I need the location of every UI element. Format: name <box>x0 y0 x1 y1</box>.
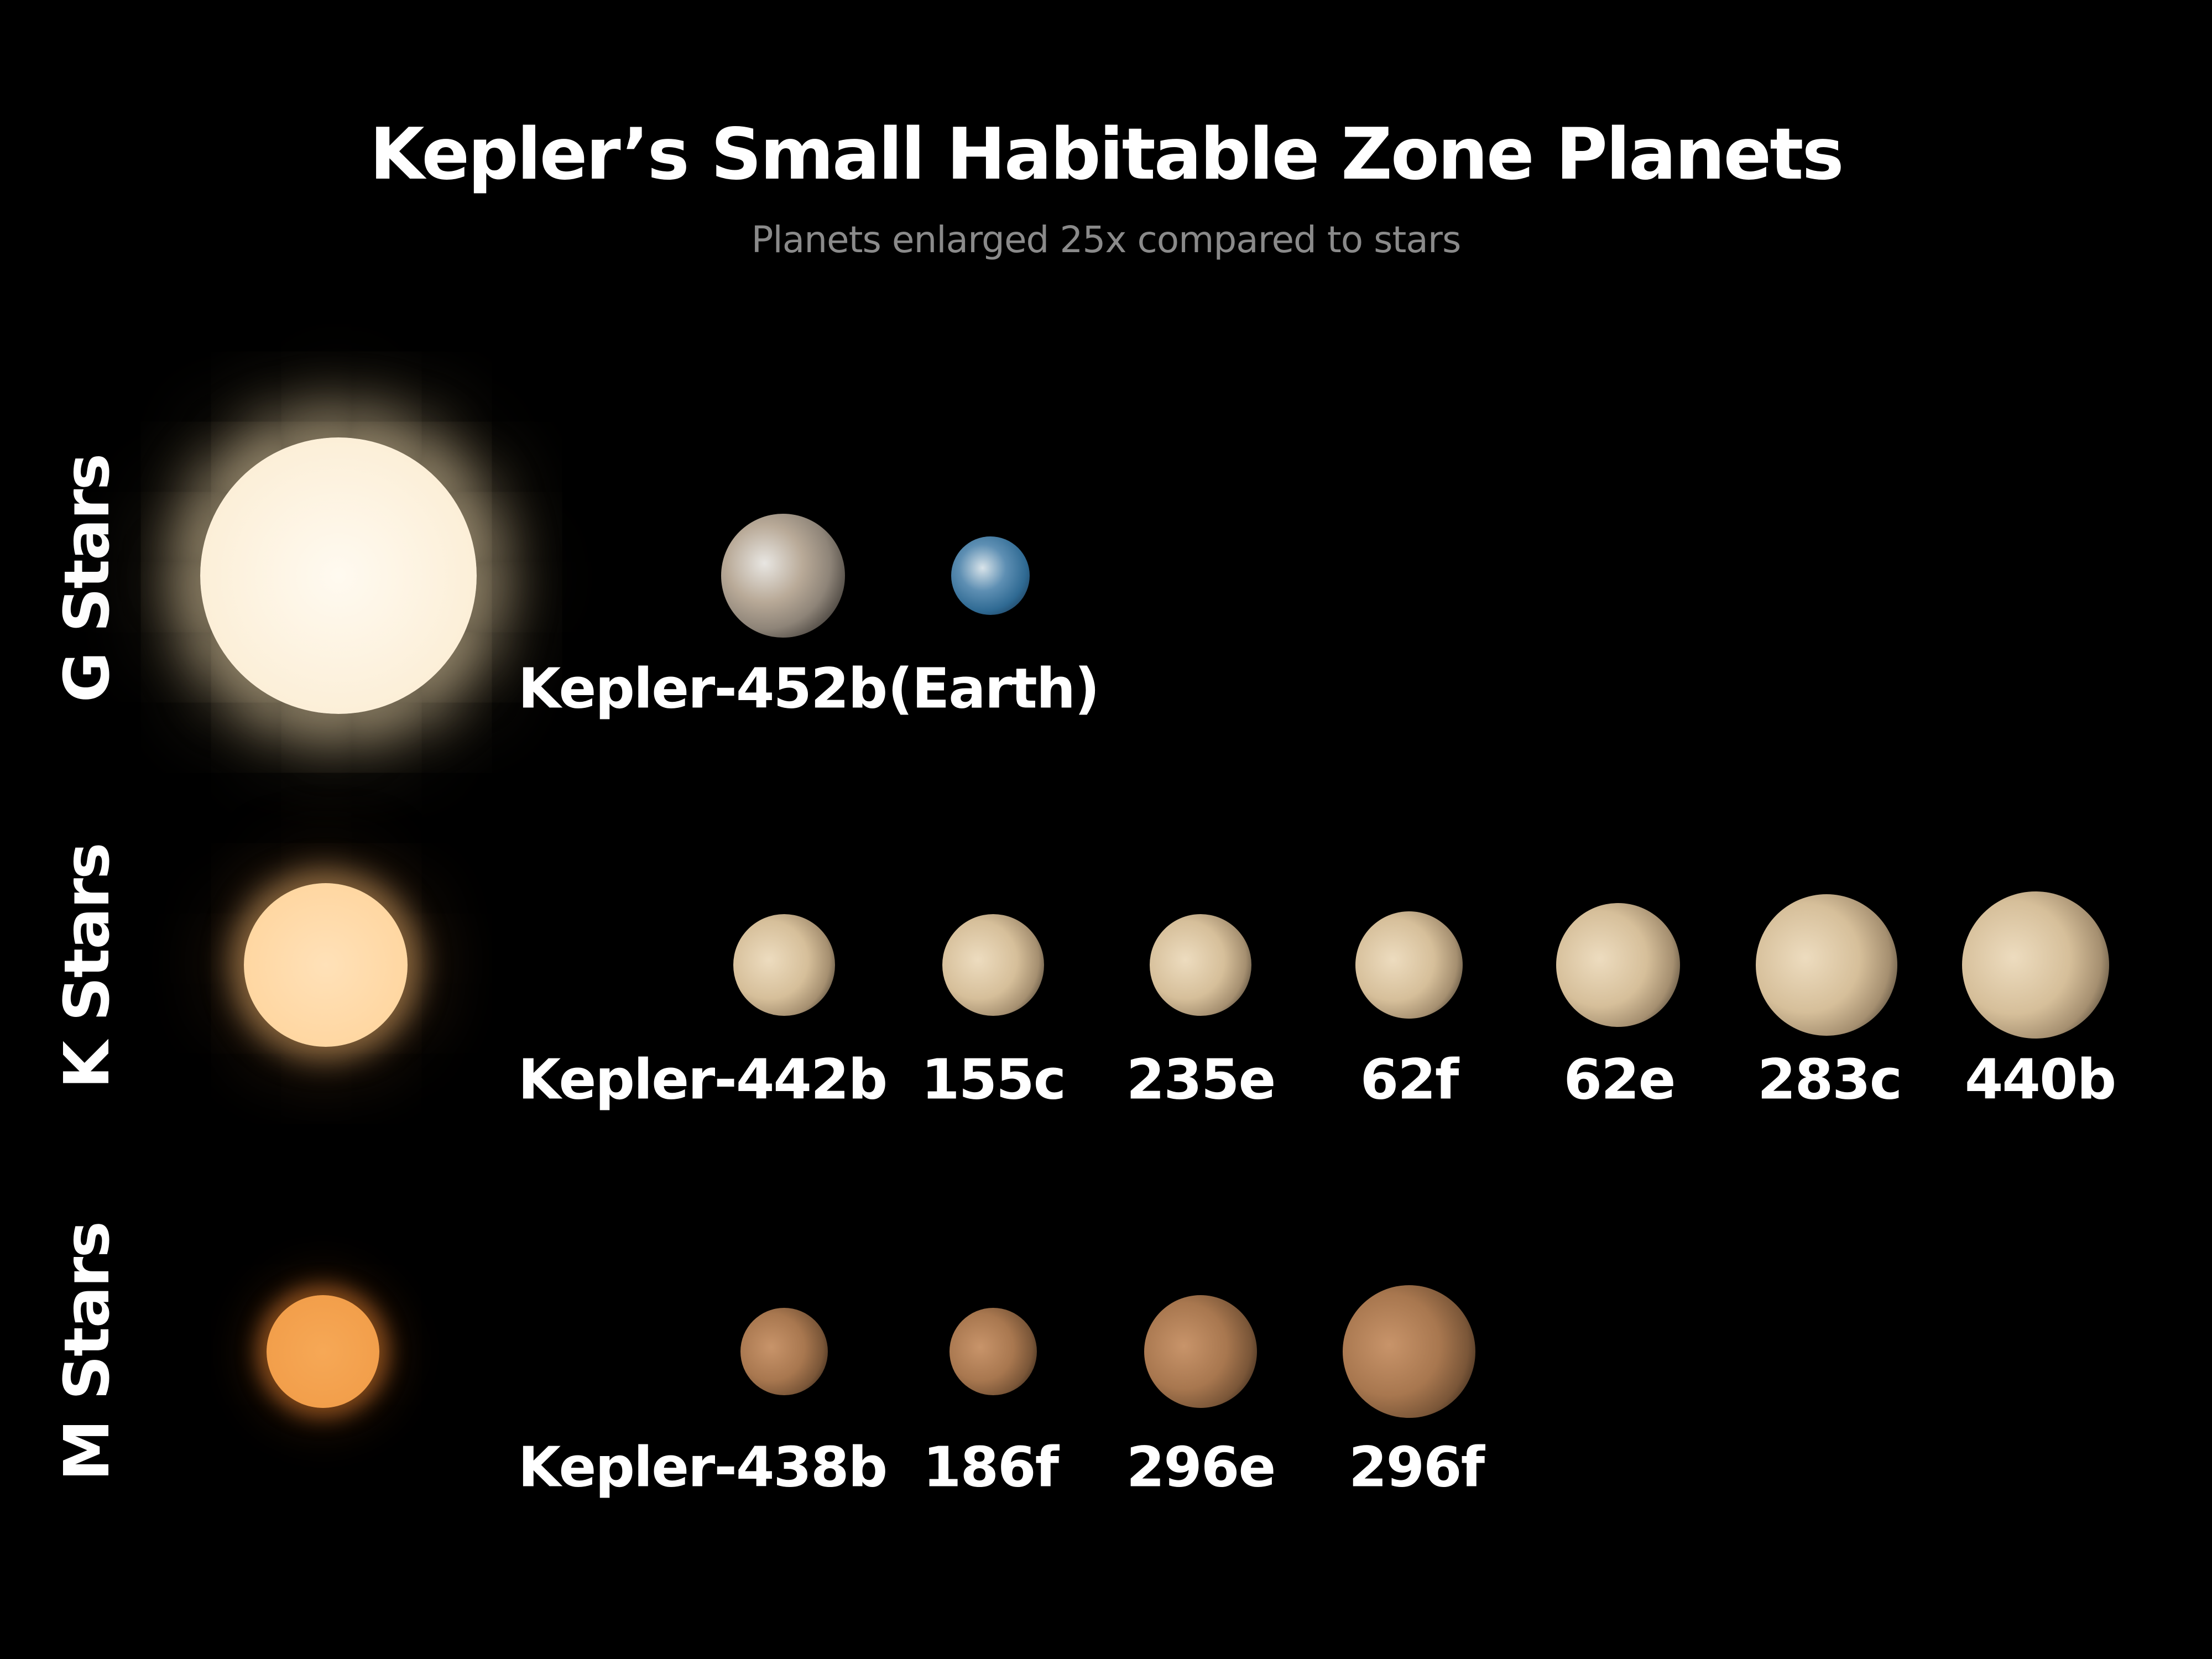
subtitle: Planets enlarged 25x compared to stars <box>751 218 1462 261</box>
planet-label: 155c <box>921 1047 1066 1112</box>
planet-label: 440b <box>1964 1047 2116 1112</box>
planet-186f <box>950 1308 1037 1395</box>
planet-label: Kepler-438b <box>518 1434 888 1500</box>
planet-label: 296e <box>1126 1434 1276 1500</box>
planet-kepler-438b <box>740 1308 828 1395</box>
row-label-k-stars: K Stars <box>51 843 123 1089</box>
planet-283c <box>1756 894 1897 1036</box>
planet-296e <box>1144 1295 1257 1408</box>
planet-155c <box>942 914 1044 1016</box>
planet-label: 62e <box>1563 1047 1676 1112</box>
g-star <box>200 437 477 714</box>
planet-440b <box>1962 891 2109 1039</box>
planet-label: 235e <box>1126 1047 1276 1112</box>
title: Kepler’s Small Habitable Zone Planets <box>369 113 1844 196</box>
planet-label: Kepler-442b <box>518 1047 888 1112</box>
row-label-m-stars: M Stars <box>51 1222 123 1481</box>
planet-label: 296f <box>1348 1434 1485 1500</box>
planet-earth <box>951 536 1030 615</box>
row-label-g-stars: G Stars <box>51 454 123 703</box>
planet-label: 62f <box>1360 1047 1459 1112</box>
planet-kepler-442b <box>733 914 835 1016</box>
planet-235e <box>1150 914 1251 1016</box>
planet-label: (Earth) <box>888 656 1100 721</box>
planet-label: 186f <box>922 1434 1059 1500</box>
planet-label: 283c <box>1757 1047 1902 1112</box>
planet-62f <box>1355 911 1463 1019</box>
planet-62e <box>1556 903 1680 1027</box>
planet-296f <box>1343 1285 1475 1418</box>
planet-label: Kepler-452b <box>518 656 888 721</box>
m-star <box>267 1295 379 1408</box>
planet-kepler-452b <box>721 514 845 638</box>
k-star <box>244 883 408 1047</box>
